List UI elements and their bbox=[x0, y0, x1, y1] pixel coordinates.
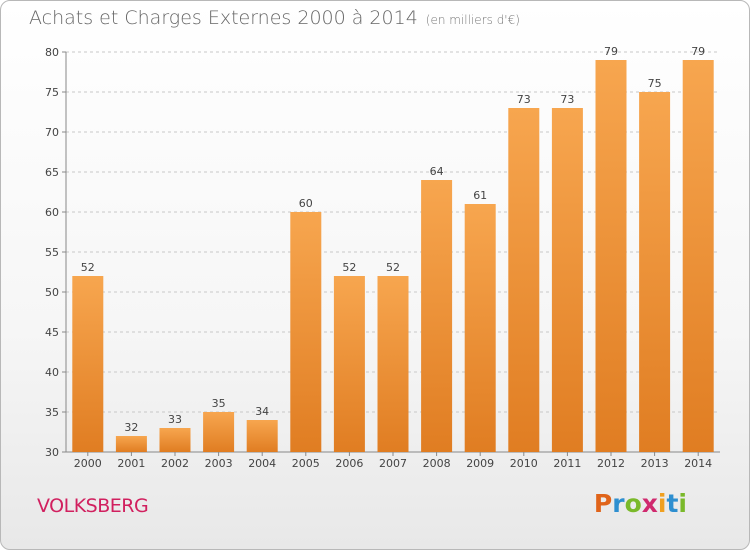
x-tick-label: 2009 bbox=[466, 457, 494, 470]
y-tick-label: 80 bbox=[45, 46, 59, 59]
bar bbox=[595, 60, 627, 452]
logo-letter: x bbox=[641, 489, 658, 518]
chart-unit-note: (en milliers d'€) bbox=[425, 13, 520, 27]
bar bbox=[159, 428, 191, 452]
bar bbox=[290, 212, 322, 452]
bar bbox=[464, 204, 496, 452]
y-tick-label: 70 bbox=[45, 126, 59, 139]
logo-letter: t bbox=[666, 489, 679, 518]
data-label: 52 bbox=[386, 261, 400, 274]
data-label: 34 bbox=[255, 405, 269, 418]
y-tick-label: 60 bbox=[45, 206, 59, 219]
bar bbox=[246, 420, 278, 452]
logo-letter: P bbox=[593, 489, 613, 518]
bars bbox=[72, 60, 714, 452]
x-tick-label: 2011 bbox=[553, 457, 581, 470]
data-label: 73 bbox=[560, 93, 574, 106]
y-tick-label: 65 bbox=[45, 166, 59, 179]
chart-title: Achats et Charges Externes 2000 à 2014 (e… bbox=[29, 7, 520, 29]
x-tick-label: 2001 bbox=[117, 457, 145, 470]
x-tick-label: 2005 bbox=[292, 457, 320, 470]
data-label: 64 bbox=[430, 165, 444, 178]
x-tick-label: 2006 bbox=[335, 457, 363, 470]
y-tick-label: 75 bbox=[45, 86, 59, 99]
data-label: 79 bbox=[604, 45, 618, 58]
data-label: 75 bbox=[648, 77, 662, 90]
y-tick-label: 55 bbox=[45, 246, 59, 259]
x-tick-label: 2003 bbox=[205, 457, 233, 470]
x-tick-label: 2002 bbox=[161, 457, 189, 470]
data-label: 61 bbox=[473, 189, 487, 202]
x-tick-label: 2012 bbox=[597, 457, 625, 470]
data-label: 60 bbox=[299, 197, 313, 210]
data-label: 35 bbox=[212, 397, 226, 410]
y-tick-label: 45 bbox=[45, 326, 59, 339]
bar bbox=[508, 108, 540, 452]
x-tick-label: 2000 bbox=[74, 457, 102, 470]
data-label: 32 bbox=[124, 421, 138, 434]
logo-letter: i bbox=[657, 489, 667, 518]
x-tick-label: 2014 bbox=[684, 457, 712, 470]
x-tick-label: 2013 bbox=[641, 457, 669, 470]
y-tick-label: 30 bbox=[45, 446, 59, 459]
data-label: 52 bbox=[342, 261, 356, 274]
data-label: 33 bbox=[168, 413, 182, 426]
logo-letter: i bbox=[678, 489, 687, 518]
place-name: VOLKSBERG bbox=[37, 495, 149, 517]
bar bbox=[72, 276, 104, 452]
data-label: 73 bbox=[517, 93, 531, 106]
chart-title-text: Achats et Charges Externes 2000 à 2014 bbox=[29, 7, 418, 29]
bar bbox=[421, 180, 453, 452]
x-tick-label: 2004 bbox=[248, 457, 276, 470]
x-tick-label: 2010 bbox=[510, 457, 538, 470]
y-tick-label: 40 bbox=[45, 366, 59, 379]
bar bbox=[551, 108, 583, 452]
x-tick-label: 2008 bbox=[423, 457, 451, 470]
labels: 52 32 33 35 34 60 52 52 64 61 73 73 79 75 79 bbox=[81, 45, 705, 434]
y-tick-label: 50 bbox=[45, 286, 59, 299]
data-label: 79 bbox=[691, 45, 705, 58]
proxiti-logo: Proxiti bbox=[594, 489, 687, 518]
x-tick-label: 2007 bbox=[379, 457, 407, 470]
bar bbox=[639, 92, 671, 452]
bar bbox=[203, 412, 235, 452]
bar bbox=[333, 276, 365, 452]
logo-letter: o bbox=[624, 489, 642, 518]
bar bbox=[377, 276, 409, 452]
data-label: 52 bbox=[81, 261, 95, 274]
bar bbox=[115, 436, 147, 452]
bar bbox=[682, 60, 714, 452]
y-tick-label: 35 bbox=[45, 406, 59, 419]
logo-letter: r bbox=[612, 489, 625, 518]
